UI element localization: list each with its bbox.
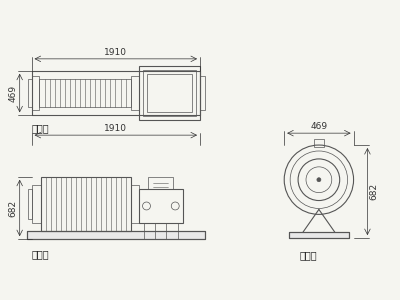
Bar xyxy=(131,76,138,110)
Text: 469: 469 xyxy=(9,85,18,102)
Bar xyxy=(289,232,349,238)
Bar xyxy=(289,232,349,238)
Bar xyxy=(42,177,131,231)
Bar xyxy=(27,231,205,239)
Bar xyxy=(28,189,32,219)
Text: 1910: 1910 xyxy=(104,124,127,133)
Bar xyxy=(28,79,32,107)
Bar xyxy=(148,177,173,189)
Text: 469: 469 xyxy=(310,122,328,131)
Text: 682: 682 xyxy=(370,183,378,200)
Bar xyxy=(27,231,205,239)
Bar xyxy=(131,185,138,223)
Text: 1910: 1910 xyxy=(104,48,127,57)
Text: 顶视图: 顶视图 xyxy=(32,123,49,133)
Bar xyxy=(142,70,196,116)
Text: 正视图: 正视图 xyxy=(32,249,49,259)
Bar xyxy=(314,139,324,147)
Text: 侧视图: 侧视图 xyxy=(299,250,317,260)
Circle shape xyxy=(317,178,321,182)
Bar xyxy=(166,223,178,239)
Bar xyxy=(32,76,40,110)
Bar xyxy=(200,76,205,110)
Text: 682: 682 xyxy=(9,200,18,217)
Bar xyxy=(138,66,200,120)
Bar xyxy=(138,189,183,223)
Bar xyxy=(146,74,192,112)
Bar xyxy=(32,71,200,115)
Bar xyxy=(32,185,42,223)
Bar xyxy=(144,223,156,239)
Bar xyxy=(40,79,131,107)
